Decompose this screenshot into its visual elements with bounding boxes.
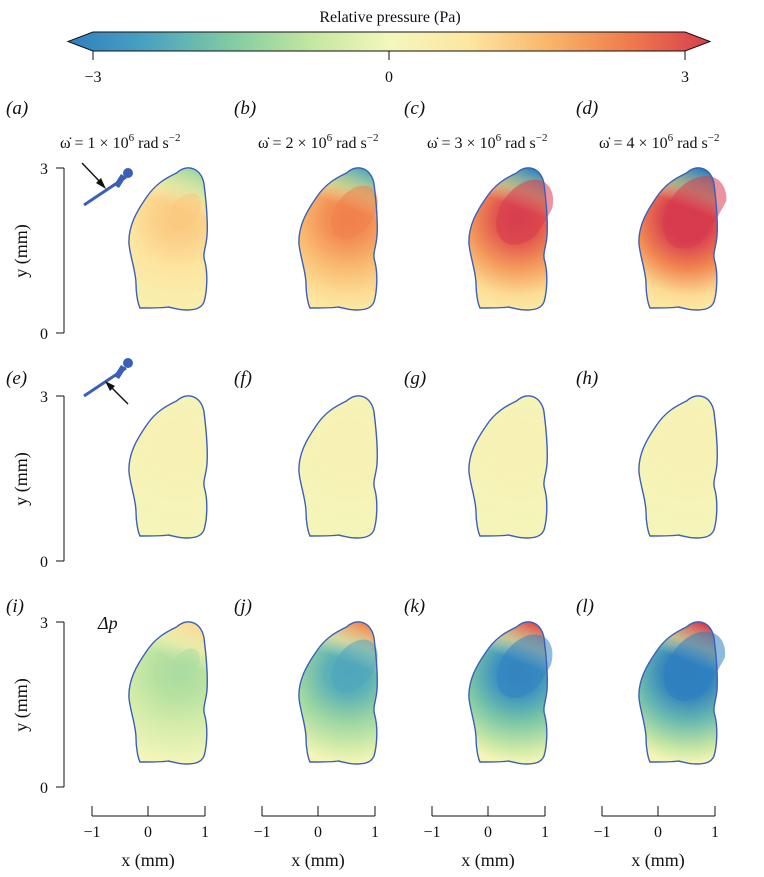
x-axis-col4: −1 0 1 x (mm) — [593, 806, 719, 871]
y-tick-label: 0 — [40, 780, 48, 797]
x-tick-label: 1 — [201, 824, 209, 841]
y-axis-row3: 3 0 y (mm) — [11, 615, 65, 797]
panel-label-g: (g) — [404, 368, 426, 389]
column-title-2: ω̇ = 2 × 106 rad s−2 — [258, 132, 378, 152]
x-tick-label: 0 — [654, 824, 662, 841]
panel-label-k: (k) — [404, 596, 425, 617]
heatmap-panel-l — [638, 621, 726, 765]
x-tick-label: 1 — [711, 824, 719, 841]
panel-label-a: (a) — [6, 98, 28, 119]
y-axis-row1: 3 0 y (mm) — [11, 161, 65, 343]
colorbar-tick-label: 3 — [681, 69, 689, 86]
pressure-field-f — [298, 395, 378, 538]
colorbar: Relative pressure (Pa) −3 0 3 — [66, 9, 712, 86]
column-title-3: ω̇ = 3 × 106 rad s−2 — [427, 132, 547, 152]
x-axes: −1 0 1 x (mm) −1 0 1 x (mm) −1 0 1 x (mm… — [83, 806, 719, 871]
panel-label-b: (b) — [234, 98, 256, 119]
x-axis-col2: −1 0 1 x (mm) — [253, 806, 379, 871]
heatmap-panel-g — [468, 395, 548, 539]
x-tick-label: −1 — [253, 824, 270, 841]
y-axis-label: y (mm) — [11, 452, 32, 506]
heatmap-panel-a — [128, 167, 208, 311]
column-title-1: ω̇ = 1 × 106 rad s−2 — [60, 132, 180, 152]
tip-band-a — [128, 167, 208, 310]
colorbar-bar — [66, 31, 712, 52]
x-tick-label: 0 — [484, 824, 492, 841]
x-tick-label: −1 — [423, 824, 440, 841]
colorbar-tick-label: 0 — [385, 69, 393, 86]
panel-label-f: (f) — [234, 368, 252, 389]
x-axis-label: x (mm) — [121, 850, 175, 871]
y-tick-label: 3 — [40, 615, 48, 632]
heatmap-panel-j — [298, 621, 378, 765]
delta-p-annotation: Δp — [97, 613, 118, 633]
extremum-a — [168, 192, 202, 232]
pressure-field-g — [468, 395, 548, 538]
heatmap-panel-f — [298, 395, 378, 539]
x-axis-label: x (mm) — [631, 850, 685, 871]
x-tick-label: −1 — [593, 824, 610, 841]
pressure-field-e — [128, 395, 208, 538]
panel-label-h: (h) — [576, 368, 598, 389]
x-axis-label: x (mm) — [461, 850, 515, 871]
panel-label-j: (j) — [234, 596, 252, 617]
x-axis-col1: −1 0 1 x (mm) — [83, 806, 209, 871]
heatmap-panel-d — [638, 167, 727, 311]
colorbar-tick-label: −3 — [84, 69, 101, 86]
column-title-4: ω̇ = 4 × 106 rad s−2 — [599, 132, 719, 152]
x-axis-label: x (mm) — [291, 850, 345, 871]
panel-label-d: (d) — [576, 98, 598, 119]
x-tick-label: 1 — [541, 824, 549, 841]
y-tick-label: 3 — [40, 389, 48, 406]
extremum-k — [496, 634, 553, 699]
y-axis-label: y (mm) — [11, 678, 32, 732]
y-axes: 3 0 y (mm) 3 0 y (mm) 3 0 y (mm) — [11, 161, 65, 797]
rotation-inset-row1 — [81, 162, 133, 207]
pressure-field-h — [638, 395, 718, 538]
y-tick-label: 0 — [40, 326, 48, 343]
panel-label-l: (l) — [576, 596, 594, 617]
x-tick-label: −1 — [83, 824, 100, 841]
y-tick-label: 3 — [40, 161, 48, 178]
panel-label-e: (e) — [6, 368, 27, 389]
x-tick-label: 0 — [144, 824, 152, 841]
y-tick-label: 0 — [40, 554, 48, 571]
extremum-c — [496, 179, 554, 245]
heatmap-panel-k — [468, 621, 553, 765]
rotation-inset-row2 — [83, 358, 133, 405]
extremum-i — [169, 648, 200, 684]
x-axis-col3: −1 0 1 x (mm) — [423, 806, 549, 871]
panel-label-c: (c) — [404, 98, 425, 119]
x-tick-label: 0 — [314, 824, 322, 841]
heatmap-panel-c — [468, 167, 554, 311]
x-tick-label: 1 — [371, 824, 379, 841]
tip-band-i — [128, 621, 208, 764]
heatmap-panel-h — [638, 395, 718, 539]
heatmap-panels — [128, 167, 727, 765]
colorbar-label: Relative pressure (Pa) — [319, 9, 460, 26]
panel-labels: (a) (b) (c) (d) (e) (f) (g) (h) (i) (j) … — [6, 98, 598, 617]
y-axis-row2: 3 0 y (mm) — [11, 389, 65, 571]
heatmap-panel-e — [128, 395, 208, 539]
extremum-b — [331, 185, 378, 239]
heatmap-panel-b — [298, 167, 378, 311]
extremum-j — [331, 639, 378, 693]
y-axis-label: y (mm) — [11, 224, 32, 278]
column-titles: ω̇ = 1 × 106 rad s−2 ω̇ = 2 × 106 rad s−… — [60, 132, 719, 152]
heatmap-panel-i — [128, 621, 208, 765]
panel-label-i: (i) — [6, 596, 24, 617]
